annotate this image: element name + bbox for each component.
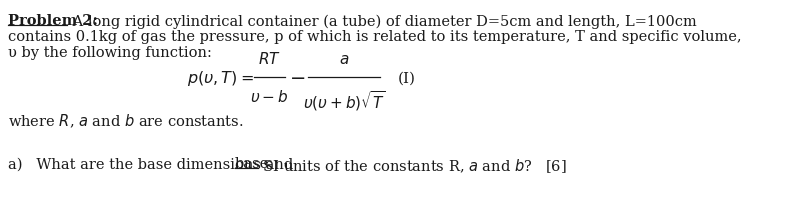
Text: $\upsilon(\upsilon+b)\sqrt{T}$: $\upsilon(\upsilon+b)\sqrt{T}$ <box>303 89 385 112</box>
Text: (I): (I) <box>397 71 415 85</box>
Text: a)   What are the base dimensions and: a) What are the base dimensions and <box>8 157 299 170</box>
Text: base: base <box>235 157 269 170</box>
Text: $\upsilon - b$: $\upsilon - b$ <box>251 89 289 105</box>
Text: $a$: $a$ <box>339 53 349 67</box>
Text: SI units of the constants R, $a$ and $b$?   [6]: SI units of the constants R, $a$ and $b$… <box>257 157 566 174</box>
Text: contains 0.1kg of gas the pressure, p of which is related to its temperature, T : contains 0.1kg of gas the pressure, p of… <box>8 30 742 44</box>
Text: $RT$: $RT$ <box>258 51 281 67</box>
Text: Problem 2:: Problem 2: <box>8 14 98 28</box>
Text: υ by the following function:: υ by the following function: <box>8 46 212 60</box>
Text: $-$: $-$ <box>289 68 305 86</box>
Text: A long rigid cylindrical container (a tube) of diameter D=5cm and length, L=100c: A long rigid cylindrical container (a tu… <box>68 14 697 28</box>
Text: $p(\upsilon,T) =$: $p(\upsilon,T) =$ <box>187 69 253 87</box>
Text: where $R$, $a$ and $b$ are constants.: where $R$, $a$ and $b$ are constants. <box>8 112 244 130</box>
